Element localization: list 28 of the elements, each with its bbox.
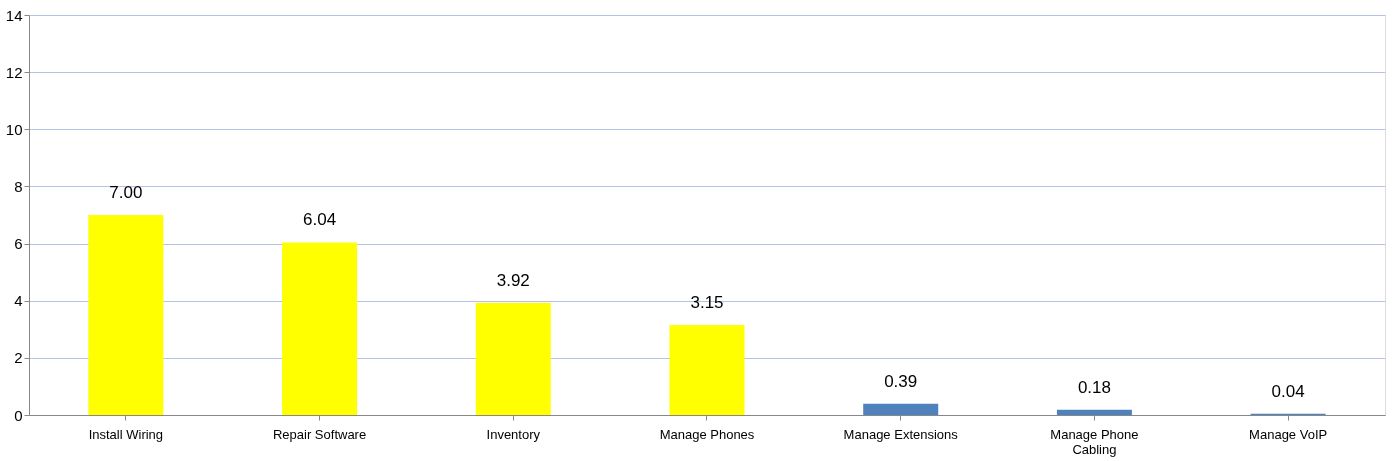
bar: [282, 242, 358, 415]
bar: [88, 215, 164, 415]
bar: [863, 403, 939, 415]
data-label: 0.04: [1271, 381, 1305, 401]
data-label: 3.15: [690, 293, 724, 312]
y-tick-label: 8: [14, 177, 23, 195]
bar: [475, 303, 551, 415]
data-label: 0.39: [884, 371, 918, 391]
x-tick-label: Install Wiring: [88, 426, 164, 442]
data-label: 7.00: [109, 183, 143, 202]
y-tick-label: 6: [14, 235, 23, 253]
data-label: 3.92: [496, 271, 530, 290]
x-tick-label: Manage Phones: [659, 426, 755, 442]
x-tick-label: Inventory: [486, 426, 541, 442]
x-tick-label: Manage VoIP: [1249, 426, 1328, 442]
data-label: 0.18: [1077, 377, 1111, 397]
y-tick-label: 12: [5, 63, 23, 81]
data-label: 6.04: [303, 210, 337, 230]
bar: [669, 325, 745, 415]
y-tick-label: 2: [14, 349, 23, 367]
bar: [1056, 409, 1132, 415]
y-tick-label: 0: [14, 406, 23, 424]
x-tick-label: Manage Extensions: [843, 426, 959, 442]
x-tick-label: Repair Software: [272, 426, 367, 442]
y-tick-label: 4: [14, 292, 23, 310]
x-tick-label: Manage Phone Cabling: [1050, 426, 1139, 457]
y-tick-label: 14: [5, 6, 23, 24]
y-tick-label: 10: [5, 120, 23, 138]
